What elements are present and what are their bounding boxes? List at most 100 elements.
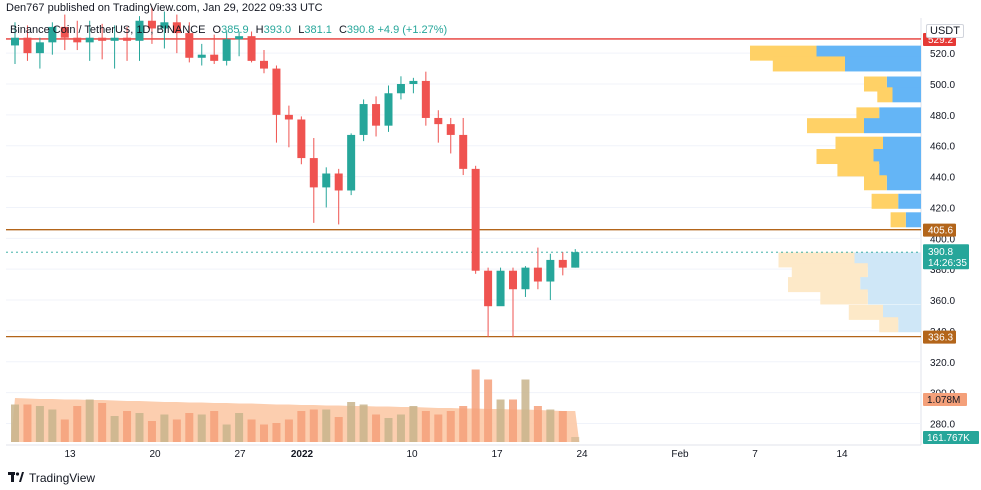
volume-bar [135, 413, 144, 442]
candle-body [260, 60, 268, 69]
volume-profile-up-bar [898, 317, 921, 333]
volume-bar [185, 413, 194, 442]
volume-profile-up-bar [873, 149, 921, 165]
volume-bar [409, 406, 418, 442]
volume-profile-down-bar [835, 136, 883, 152]
candle-body [571, 252, 580, 268]
currency-button[interactable]: USDT [926, 24, 964, 38]
volume-profile-down-bar [890, 212, 906, 228]
volume-bar [459, 406, 468, 442]
volume-profile-up-bar [845, 56, 921, 72]
volume-bar [309, 409, 318, 442]
volume-bar [446, 411, 455, 442]
x-tick-label: 20 [149, 449, 161, 460]
volume-bar [496, 399, 505, 442]
volume-profile-up-bar [892, 87, 921, 103]
candle-body [185, 33, 194, 58]
volume-bar [434, 414, 443, 442]
last-price-tag [923, 244, 969, 270]
candle-body [197, 54, 206, 58]
volume-bar [11, 404, 19, 442]
y-tick-label: 420.0 [930, 203, 955, 214]
candle-body [509, 270, 517, 290]
volume-bar [147, 421, 156, 442]
candle-body [396, 84, 405, 94]
volume-bar [334, 417, 343, 442]
volume-bar [509, 399, 517, 442]
y-tick-label: 280.0 [930, 419, 955, 430]
symbol-name[interactable]: Binance Coin / TetherUS, 1D, BINANCE [10, 24, 206, 36]
volume-bar [60, 419, 69, 442]
candle-body [284, 114, 293, 120]
volume-profile-down-bar [879, 317, 899, 333]
candle-body [98, 37, 107, 41]
volume-profile-up-bar [867, 289, 921, 305]
volume-profile-up-bar [867, 263, 921, 279]
volume-profile-down-bar [848, 304, 883, 320]
last-price-label: 390.8 [928, 247, 953, 258]
volume-profile-down-bar [772, 56, 845, 72]
x-tick-label: 7 [752, 449, 758, 460]
volume-bar [421, 411, 430, 442]
volume-bar [110, 416, 119, 442]
volume-bar [98, 403, 107, 442]
candle-body [235, 36, 244, 40]
volume-bar [160, 414, 169, 442]
candle-body [85, 37, 94, 43]
x-tick-label: 17 [491, 449, 503, 460]
volume-profile-down-bar [864, 175, 887, 191]
volume-bar [284, 419, 293, 442]
candle-body [409, 80, 418, 85]
candle-body [11, 37, 19, 46]
volume-bar [123, 411, 132, 442]
change-value: +4.9 (+1.27%) [377, 24, 448, 36]
candle-body [521, 267, 530, 290]
close-label: C [338, 24, 347, 36]
candle-body [484, 270, 493, 307]
close-value: 390.8 [346, 24, 375, 36]
candle-body [135, 20, 144, 41]
candle-body [123, 37, 132, 41]
x-tick-label: 14 [836, 449, 848, 460]
volume-profile-up-bar [883, 136, 921, 152]
volume-profile-up-bar [898, 193, 921, 209]
volume-bar [73, 406, 82, 442]
level-price-label: 336.3 [928, 333, 953, 344]
candle-body [147, 20, 156, 29]
candle-body [496, 270, 505, 307]
y-tick-label: 400.0 [930, 234, 955, 245]
countdown-label: 14:26:35 [928, 258, 967, 269]
volume-bar [247, 419, 256, 442]
symbol-legend: Binance Coin / TetherUS, 1D, BINANCE O38… [10, 24, 447, 36]
candle-body [446, 124, 455, 135]
volume-profile-down-bar [788, 277, 861, 293]
candle-body [334, 173, 343, 191]
y-tick-label: 320.0 [930, 358, 955, 369]
volume-bar [571, 437, 580, 442]
x-tick-label: 24 [576, 449, 588, 460]
volume-profile-down-bar [871, 193, 899, 209]
volume-bar [260, 424, 268, 442]
volume-bar [23, 404, 32, 442]
candle-body [546, 259, 555, 282]
volume-bar [35, 406, 44, 442]
volume-profile-down-bar [807, 118, 864, 134]
y-tick-label: 440.0 [930, 173, 955, 184]
volume-bar [235, 413, 244, 442]
volume-profile-up-bar [905, 212, 921, 228]
volume-profile-down-bar [877, 87, 893, 103]
volume-axis-tag [923, 393, 967, 406]
candle-body [210, 54, 219, 61]
candle-body [359, 104, 368, 135]
volume-bar [222, 424, 231, 442]
tradingview-footer[interactable]: TradingView [8, 471, 95, 485]
candle-body [421, 80, 430, 118]
candle-body [459, 134, 468, 169]
y-tick-label: 380.0 [930, 265, 955, 276]
x-tick-label: 2022 [291, 449, 314, 460]
low-label: L [298, 24, 305, 36]
volume-profile-up-bar [886, 175, 921, 191]
volume-bar [48, 409, 57, 442]
candle-body [60, 26, 69, 38]
